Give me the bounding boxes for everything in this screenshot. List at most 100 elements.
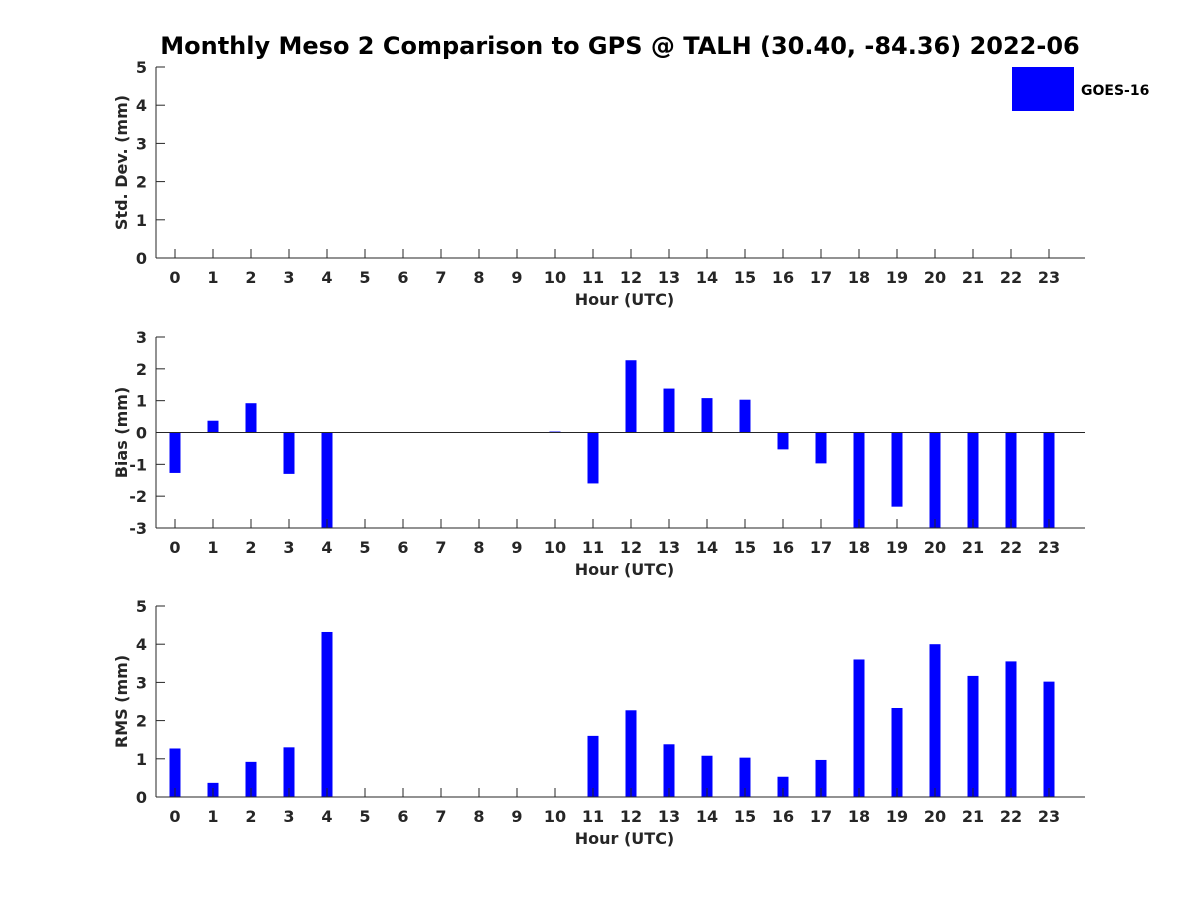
legend-label: GOES-16 [1081, 83, 1149, 99]
rms-bar-hour-4 [321, 631, 333, 797]
rms-bar-hour-20 [929, 644, 941, 797]
bias-bar-hour-3 [283, 432, 295, 474]
std-dev-x-tick-label: 21 [962, 268, 984, 287]
bias-bar-hour-15 [739, 399, 751, 433]
std-dev-x-tick-label: 15 [734, 268, 756, 287]
rms-bar-hour-23 [1043, 681, 1055, 797]
bias-x-tick-label: 12 [620, 538, 642, 557]
rms-bar-hour-19 [891, 707, 903, 797]
rms-bar-hour-11 [587, 735, 599, 797]
std-dev-x-tick-label: 20 [924, 268, 946, 287]
std-dev-y-tick-label: 1 [136, 211, 147, 230]
rms-bar-hour-15 [739, 757, 751, 797]
bias-x-tick-label: 5 [359, 538, 370, 557]
bias-bar-hour-17 [815, 432, 827, 464]
rms-bar-hour-17 [815, 759, 827, 797]
bias-x-tick-label: 9 [511, 538, 522, 557]
bias-x-tick-label: 1 [207, 538, 218, 557]
bias-bar-hour-13 [663, 388, 675, 433]
rms-x-tick-label: 13 [658, 807, 680, 826]
rms-x-tick-label: 0 [169, 807, 180, 826]
rms-y-tick-label: 4 [136, 635, 147, 654]
bias-bar-hour-4 [321, 432, 333, 528]
bias-bar-hour-14 [701, 398, 713, 433]
std-dev-x-tick-label: 12 [620, 268, 642, 287]
bias-y-axis-label: Bias (mm) [112, 387, 131, 479]
rms-x-tick-label: 19 [886, 807, 908, 826]
bias-x-tick-label: 8 [473, 538, 484, 557]
rms-x-axis-label: Hour (UTC) [575, 829, 675, 848]
bias-bar-hour-0 [169, 432, 181, 473]
rms-x-tick-label: 17 [810, 807, 832, 826]
bias-x-tick-label: 3 [283, 538, 294, 557]
rms-bar-hour-3 [283, 747, 295, 797]
std-dev-x-tick-label: 16 [772, 268, 794, 287]
rms-y-tick-label: 3 [136, 673, 147, 692]
bias-bar-hour-16 [777, 432, 789, 450]
rms-bar-hour-18 [853, 659, 865, 797]
rms-x-tick-label: 20 [924, 807, 946, 826]
bias-x-tick-label: 17 [810, 538, 832, 557]
bias-panel: 0 1 2 3 4 5 6 7 8 9 10 11 12 13 14 15 16 17 18 19 20 21 22 23-3… [112, 328, 1085, 579]
rms-x-tick-label: 14 [696, 807, 718, 826]
bias-x-tick-label: 13 [658, 538, 680, 557]
bias-bar-hour-12 [625, 360, 637, 433]
rms-bar-hour-14 [701, 755, 713, 797]
bias-x-tick-label: 0 [169, 538, 180, 557]
std-dev-x-tick-label: 4 [321, 268, 332, 287]
std-dev-x-tick-label: 7 [435, 268, 446, 287]
bias-bar-hour-23 [1043, 432, 1055, 528]
legend-swatch [1012, 67, 1074, 111]
std-dev-x-tick-label: 14 [696, 268, 718, 287]
std-dev-x-tick-label: 1 [207, 268, 218, 287]
bias-x-tick-label: 21 [962, 538, 984, 557]
bias-y-tick-label: 2 [136, 360, 147, 379]
std-dev-x-axis-label: Hour (UTC) [575, 290, 675, 309]
rms-panel: 0 1 2 3 4 5 6 7 8 9 10 11 12 13 14 15 16 17 18 19 20 21 22 2301… [112, 597, 1085, 848]
bias-x-tick-label: 6 [397, 538, 408, 557]
rms-x-tick-label: 10 [544, 807, 566, 826]
std-dev-x-tick-label: 19 [886, 268, 908, 287]
rms-bar-hour-12 [625, 710, 637, 797]
rms-x-tick-label: 1 [207, 807, 218, 826]
bias-bars [169, 360, 1055, 528]
rms-bars [169, 631, 1055, 797]
std-dev-panel: 0 1 2 3 4 5 6 7 8 9 10 11 12 13 14 15 16 17 18 19 20 21 22 2301… [112, 58, 1085, 309]
std-dev-x-tick-label: 3 [283, 268, 294, 287]
bias-bar-hour-21 [967, 432, 979, 528]
std-dev-x-tick-label: 17 [810, 268, 832, 287]
std-dev-y-tick-label: 3 [136, 134, 147, 153]
std-dev-x-tick-label: 2 [245, 268, 256, 287]
std-dev-x-tick-label: 8 [473, 268, 484, 287]
bias-x-tick-label: 2 [245, 538, 256, 557]
bias-bar-hour-11 [587, 432, 599, 484]
std-dev-x-tick-label: 22 [1000, 268, 1022, 287]
bias-bar-hour-19 [891, 432, 903, 507]
rms-x-tick-label: 11 [582, 807, 604, 826]
std-dev-x-tick-label: 13 [658, 268, 680, 287]
std-dev-x-tick-label: 11 [582, 268, 604, 287]
rms-x-tick-label: 22 [1000, 807, 1022, 826]
rms-y-tick-label: 5 [136, 597, 147, 616]
rms-x-tick-label: 15 [734, 807, 756, 826]
rms-bar-hour-21 [967, 675, 979, 797]
bias-y-tick-label: -1 [129, 455, 147, 474]
rms-y-axis-label: RMS (mm) [112, 655, 131, 748]
std-dev-x-tick-label: 6 [397, 268, 408, 287]
std-dev-y-tick-label: 2 [136, 173, 147, 192]
bias-y-tick-label: -3 [129, 519, 147, 538]
std-dev-x-tick-label: 0 [169, 268, 180, 287]
bias-bar-hour-1 [207, 420, 219, 433]
std-dev-y-tick-label: 0 [136, 249, 147, 268]
rms-y-tick-label: 2 [136, 712, 147, 731]
bias-x-tick-label: 20 [924, 538, 946, 557]
rms-x-tick-label: 21 [962, 807, 984, 826]
bias-y-tick-label: 3 [136, 328, 147, 347]
bias-bar-hour-18 [853, 432, 865, 528]
std-dev-y-axis-label: Std. Dev. (mm) [112, 95, 131, 230]
rms-x-tick-label: 4 [321, 807, 332, 826]
std-dev-x-tick-label: 5 [359, 268, 370, 287]
rms-x-tick-label: 18 [848, 807, 870, 826]
bias-x-tick-label: 22 [1000, 538, 1022, 557]
